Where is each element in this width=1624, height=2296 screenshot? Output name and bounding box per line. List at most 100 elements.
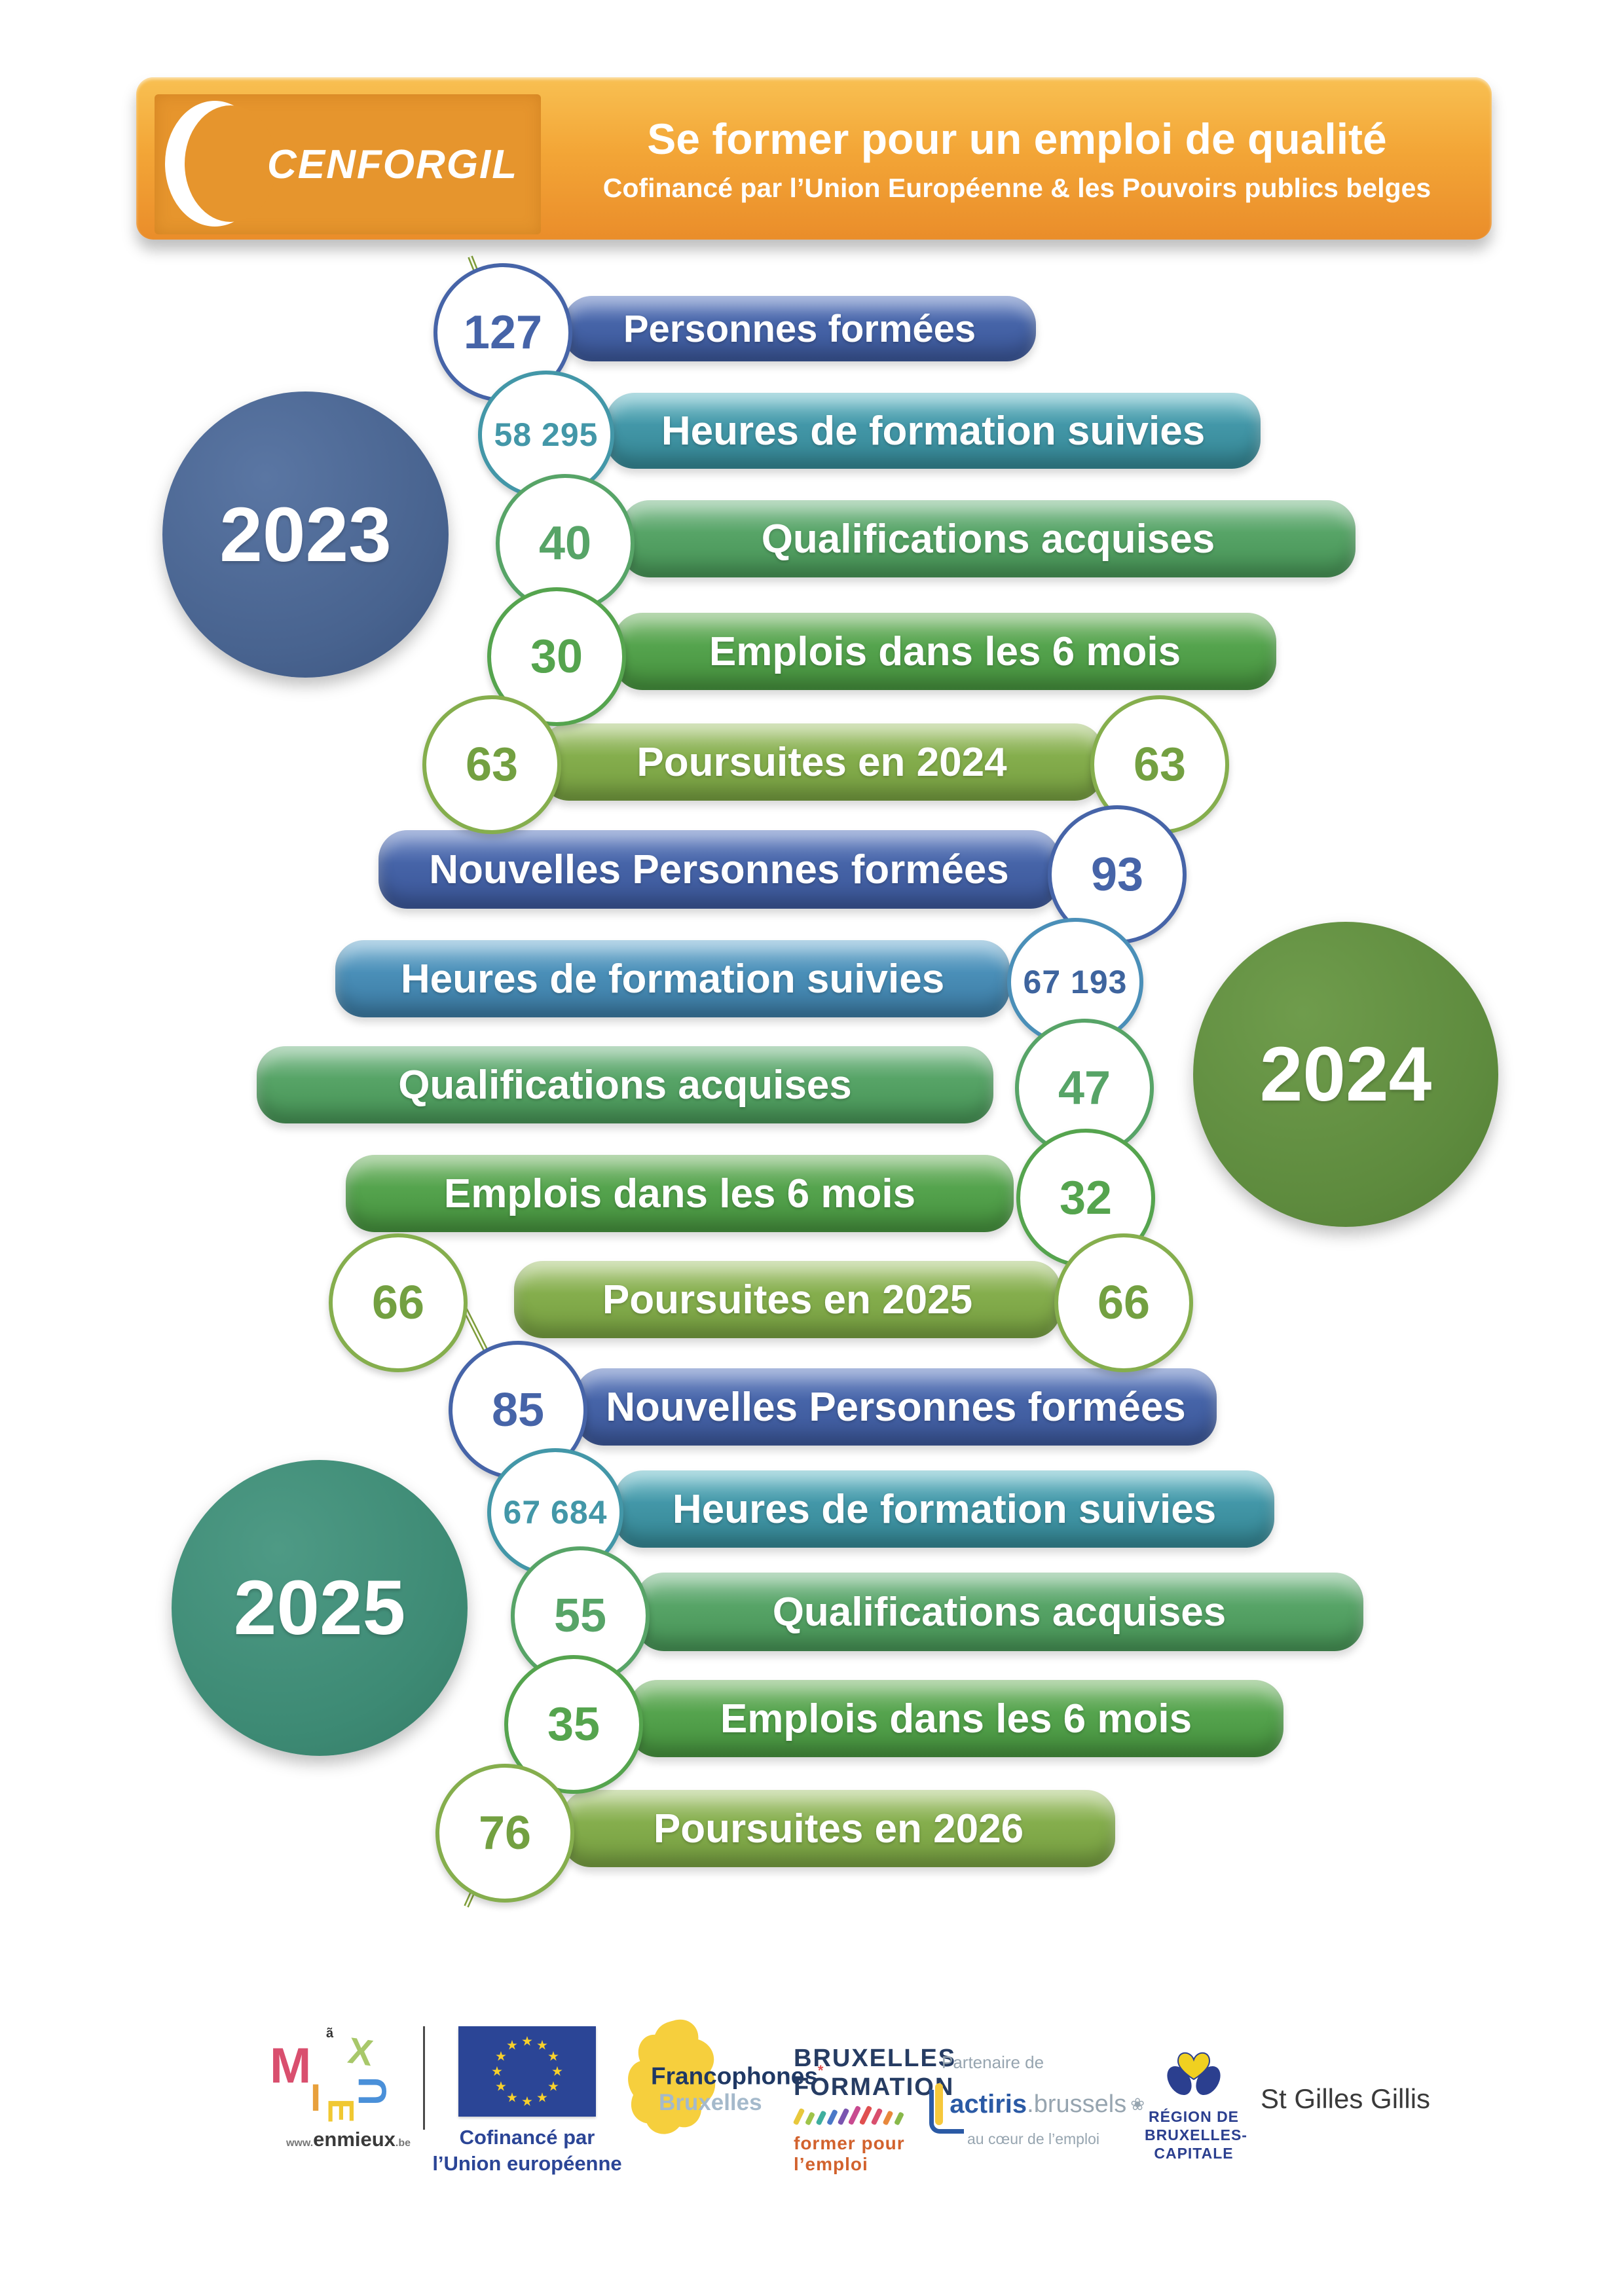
actiris-suffix: .brussels <box>1027 2090 1127 2118</box>
color-dash <box>792 2107 805 2126</box>
value-text: 30 <box>530 630 583 683</box>
bar-label: Poursuites en 2024 <box>637 739 1007 785</box>
stat-bar: Qualifications acquises <box>257 1046 993 1123</box>
bf-caption: former pour l’emploi <box>794 2133 905 2174</box>
bar-label: Heures de formation suivies <box>400 956 945 1002</box>
value-circle: 76 <box>435 1764 574 1903</box>
eu-star-icon: ★ <box>491 2064 503 2079</box>
color-dash <box>882 2110 894 2126</box>
enmieux-caption-text: enmieux <box>313 2128 396 2151</box>
value-text: 47 <box>1058 1062 1111 1114</box>
bar-label: Nouvelles Personnes formées <box>429 847 1009 892</box>
region-bruxelles-capitale-logo: RÉGION DE BRUXELLES- CAPITALE <box>1145 2041 1247 2162</box>
color-dash <box>870 2107 883 2126</box>
enmieux-logo: ã M X I E U www.enmieux.be <box>270 2026 427 2160</box>
stat-bar: Poursuites en 2026 <box>562 1790 1115 1867</box>
enmieux-caption-prefix: www. <box>286 2138 314 2149</box>
value-text: 93 <box>1090 848 1144 901</box>
cenforgil-logo: CENFORGIL <box>155 94 541 234</box>
stat-bar: Heures de formation suivies <box>606 393 1261 469</box>
stat-bar: Emplois dans les 6 mois <box>346 1155 1014 1232</box>
value-text: 127 <box>463 306 543 359</box>
enmieux-letter-i: I <box>310 2077 322 2119</box>
footer-divider <box>423 2026 425 2130</box>
value-text: 63 <box>1133 738 1187 791</box>
actiris-partner-label: Partenaire de <box>942 2052 1044 2072</box>
eu-star-icon: ★ <box>506 2038 518 2053</box>
bar-label: Emplois dans les 6 mois <box>709 629 1181 674</box>
value-text: 85 <box>491 1384 545 1436</box>
region-text: RÉGION DE BRUXELLES- CAPITALE <box>1145 2107 1247 2162</box>
bar-label: Qualifications acquises <box>398 1062 852 1108</box>
eu-flag-icon: ★ ★ ★ ★ ★ ★ ★ ★ ★ ★ ★ ★ <box>458 2026 596 2117</box>
brussels-region-map-icon <box>628 2019 716 2134</box>
value-text: 55 <box>553 1590 607 1642</box>
stat-bar: Emplois dans les 6 mois <box>629 1680 1283 1757</box>
enmieux-caption-suffix: .be <box>395 2138 411 2149</box>
stat-bar: Nouvelles Personnes formées <box>378 830 1060 909</box>
bf-line1: BRUXELLES <box>794 2045 957 2072</box>
cenforgil-logo-text: CENFORGIL <box>267 141 519 187</box>
eu-star-icon: ★ <box>551 2064 563 2079</box>
bruxelles-formation-logo: BRUXELLES FORMATION former pour l’emploi <box>792 2044 964 2175</box>
bar-label: Poursuites en 2026 <box>653 1806 1024 1851</box>
bar-label: Emplois dans les 6 mois <box>443 1171 916 1216</box>
region-line3: CAPITALE <box>1154 2145 1234 2162</box>
crescent-icon <box>165 101 276 227</box>
stat-bar: Qualifications acquises <box>621 500 1356 577</box>
eu-star-icon: ★ <box>506 2090 518 2105</box>
region-line1: RÉGION DE <box>1148 2108 1240 2125</box>
value-text: 67 684 <box>503 1494 608 1531</box>
header-banner: CENFORGIL Se former pour un emploi de qu… <box>136 77 1492 240</box>
value-text: 32 <box>1059 1172 1113 1224</box>
actiris-logo: Partenaire de actiris .brussels ❀ au cœu… <box>929 2052 1145 2148</box>
enmieux-letter-m: M <box>270 2038 312 2094</box>
eu-star-icon: ★ <box>495 2079 507 2094</box>
bar-label: Personnes formées <box>623 307 976 350</box>
stat-bar: Personnes formées <box>563 296 1036 361</box>
color-dash <box>837 2107 850 2126</box>
enmieux-letter-x: X <box>345 2029 376 2074</box>
stat-bar: Qualifications acquises <box>635 1573 1363 1651</box>
iris-flower-icon: ❀ <box>1130 2094 1145 2114</box>
eu-star-icon: ★ <box>536 2090 548 2105</box>
bar-label: Heures de formation suivies <box>672 1486 1217 1532</box>
year-2025-label: 2025 <box>233 1565 406 1651</box>
color-dash <box>858 2105 873 2126</box>
stat-bar: Heures de formation suivies <box>335 940 1010 1017</box>
value-text: 67 193 <box>1023 964 1128 1000</box>
eu-caption: Cofinancé par l’Union européenne <box>422 2124 632 2177</box>
value-text: 66 <box>1097 1277 1151 1329</box>
eu-star-icon: ★ <box>521 2094 533 2109</box>
eu-star-icon: ★ <box>536 2038 548 2053</box>
color-dash <box>805 2111 815 2126</box>
eu-caption-line1: Cofinancé par <box>459 2126 595 2149</box>
bar-label: Poursuites en 2025 <box>602 1277 973 1322</box>
eu-star-icon: ★ <box>495 2049 507 2064</box>
year-2024-circle: 2024 <box>1193 922 1498 1227</box>
bar-label: Qualifications acquises <box>761 516 1215 562</box>
page-subtitle: Cofinancé par l’Union Européenne & les P… <box>602 172 1431 203</box>
value-text: 35 <box>547 1698 600 1751</box>
eu-star-icon: ★ <box>547 2049 559 2064</box>
eu-star-icon: ★ <box>521 2034 533 2049</box>
eu-star-icon: ★ <box>547 2079 559 2094</box>
actiris-wordmark: actiris .brussels ❀ <box>929 2083 1145 2134</box>
eu-cofunding-logo: ★ ★ ★ ★ ★ ★ ★ ★ ★ ★ ★ ★ Cofinancé par l’… <box>432 2026 629 2183</box>
value-text: 63 <box>465 738 519 791</box>
eu-caption-line2: l’Union européenne <box>432 2152 622 2175</box>
value-text: 76 <box>478 1807 532 1859</box>
color-dash <box>815 2110 827 2126</box>
value-circle: 63 <box>422 695 561 834</box>
bar-label: Emplois dans les 6 mois <box>720 1696 1192 1741</box>
value-circle-right: 66 <box>1054 1233 1193 1372</box>
francophones-wordmark: Francophones* <box>651 2062 823 2090</box>
value-text: 40 <box>538 517 592 570</box>
francophones-bruxelles-logo: Francophones* Bruxelles <box>623 2015 823 2153</box>
enmieux-accent: ã <box>326 2026 334 2041</box>
francophones-text: Francophones <box>651 2062 818 2090</box>
bar-label: Nouvelles Personnes formées <box>606 1384 1186 1430</box>
stat-bar: Heures de formation suivies <box>614 1470 1274 1548</box>
bf-line2: FORMATION <box>794 2073 955 2101</box>
iris-heart-icon <box>1167 2052 1221 2096</box>
